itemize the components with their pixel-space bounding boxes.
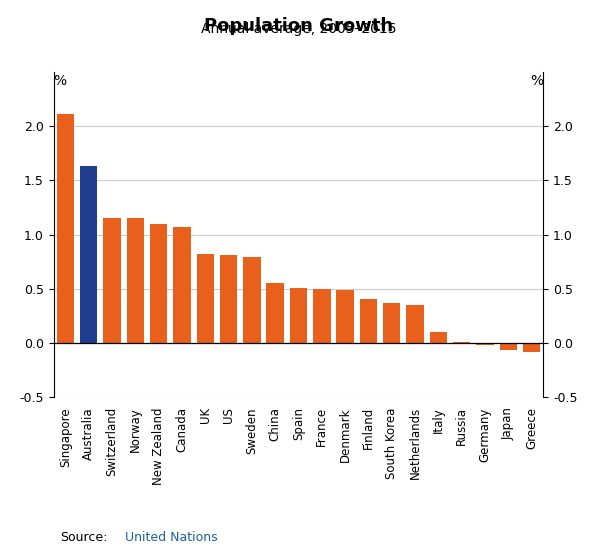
Bar xyxy=(359,299,377,343)
Text: Source:: Source: xyxy=(60,530,107,544)
Bar xyxy=(453,342,470,343)
Text: Population Growth: Population Growth xyxy=(204,17,393,35)
Text: %: % xyxy=(54,74,67,88)
Bar xyxy=(336,290,354,343)
Bar xyxy=(313,289,331,343)
Bar xyxy=(196,254,214,343)
Bar xyxy=(173,227,190,343)
Bar xyxy=(220,255,237,343)
Bar xyxy=(290,288,307,343)
Bar xyxy=(407,305,424,343)
Title: Annual average, 2005–2015: Annual average, 2005–2015 xyxy=(201,22,396,36)
Bar xyxy=(103,219,121,343)
Bar xyxy=(127,219,144,343)
Bar xyxy=(150,224,167,343)
Bar xyxy=(430,332,447,343)
Bar xyxy=(266,284,284,343)
Bar xyxy=(383,303,401,343)
Bar xyxy=(476,343,494,346)
Bar xyxy=(243,257,261,343)
Text: %: % xyxy=(530,74,543,88)
Bar xyxy=(80,166,97,343)
Text: United Nations: United Nations xyxy=(125,530,218,544)
Bar xyxy=(523,343,540,352)
Bar xyxy=(500,343,517,349)
Bar xyxy=(57,114,74,343)
